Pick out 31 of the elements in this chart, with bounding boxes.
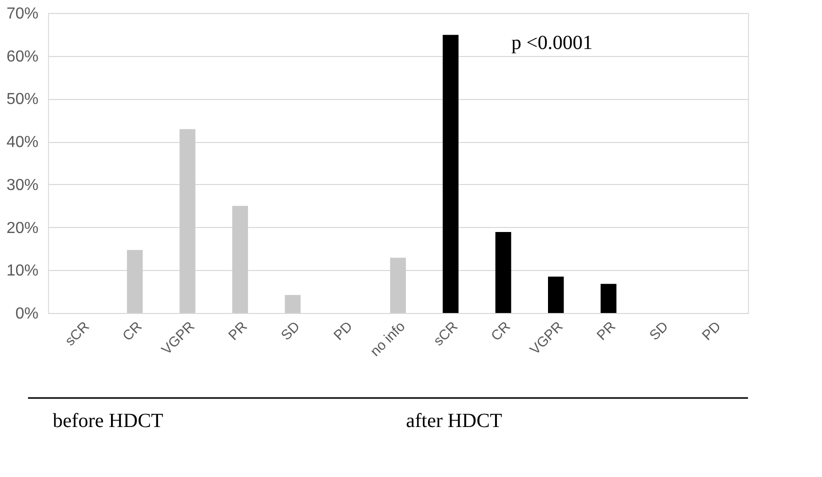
bar bbox=[180, 129, 196, 313]
x-tick-label: PD bbox=[330, 318, 356, 344]
x-tick-label: no info bbox=[366, 318, 408, 360]
x-tick-label: PD bbox=[698, 318, 724, 344]
x-tick-label: SD bbox=[278, 318, 303, 344]
y-tick-label: 0% bbox=[15, 306, 38, 322]
bar bbox=[600, 284, 616, 313]
bar bbox=[548, 276, 564, 313]
y-tick-label: 40% bbox=[6, 134, 38, 152]
bar bbox=[442, 34, 459, 313]
x-tick-label: PR bbox=[224, 318, 250, 344]
text: after HDCT bbox=[406, 410, 502, 432]
x-tick-label: sCR bbox=[62, 318, 92, 349]
bar bbox=[495, 232, 512, 313]
y-tick-label: 20% bbox=[6, 220, 38, 237]
y-tick-label: 30% bbox=[6, 176, 38, 194]
x-tick-label: sCR bbox=[430, 318, 461, 349]
bar bbox=[390, 258, 406, 313]
bar bbox=[126, 250, 143, 313]
x-tick-label: SD bbox=[646, 318, 672, 344]
text: before HDCT bbox=[52, 410, 164, 432]
bar bbox=[284, 295, 301, 313]
annotation: p <0.0001 bbox=[511, 32, 593, 54]
y-tick-label: 50% bbox=[6, 91, 38, 108]
y-tick-label: 60% bbox=[6, 48, 38, 66]
x-tick-label: CR bbox=[488, 318, 514, 344]
y-tick-label: 70% bbox=[6, 6, 38, 22]
y-tick-label: 10% bbox=[6, 262, 38, 280]
x-tick-label: CR bbox=[119, 318, 145, 344]
bar bbox=[232, 206, 248, 313]
x-tick-label: PR bbox=[593, 318, 618, 344]
